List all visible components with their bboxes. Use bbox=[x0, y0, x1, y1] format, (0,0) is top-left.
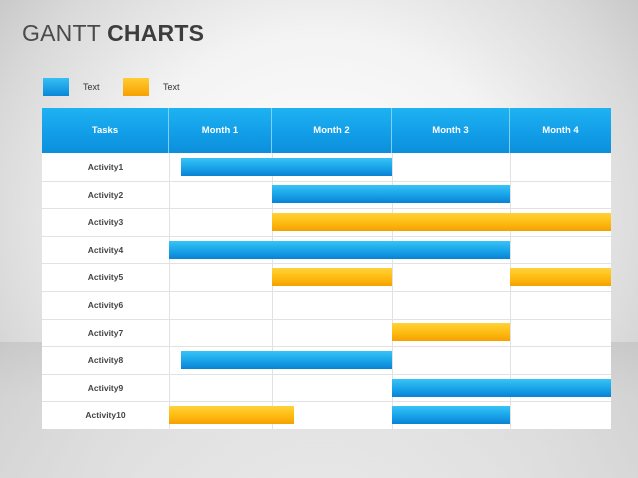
gantt-chart: Tasks Month 1 Month 2 Month 3 Month 4 Ac… bbox=[42, 108, 611, 429]
title-light: GANTT bbox=[22, 20, 101, 46]
header-month-1: Month 1 bbox=[169, 108, 272, 153]
task-label: Activity1 bbox=[87, 162, 124, 172]
grid-hline bbox=[42, 346, 611, 347]
gantt-bar-blue bbox=[181, 351, 392, 369]
legend-label-1: Text bbox=[83, 82, 100, 92]
page-title: GANTT CHARTS bbox=[22, 20, 204, 47]
gantt-bar-blue bbox=[392, 406, 510, 424]
task-label: Activity7 bbox=[87, 328, 124, 338]
gantt-bar-blue bbox=[392, 379, 611, 397]
task-label: Activity2 bbox=[87, 190, 124, 200]
legend-swatch-blue bbox=[43, 78, 69, 96]
grid-hline bbox=[42, 181, 611, 182]
grid-hline bbox=[42, 208, 611, 209]
task-label: Activity3 bbox=[87, 217, 124, 227]
task-label: Activity9 bbox=[87, 383, 124, 393]
header-month-3: Month 3 bbox=[392, 108, 510, 153]
legend-label-2: Text bbox=[163, 82, 180, 92]
legend-swatch-orange bbox=[123, 78, 149, 96]
grid-hline bbox=[42, 236, 611, 237]
title-bold: CHARTS bbox=[107, 20, 205, 46]
header-month-2: Month 2 bbox=[272, 108, 392, 153]
gantt-bar-blue bbox=[181, 158, 392, 176]
grid-hline bbox=[42, 291, 611, 292]
gantt-bar-blue bbox=[169, 241, 510, 259]
task-label: Activity5 bbox=[87, 272, 124, 282]
gantt-bar-orange bbox=[272, 213, 611, 231]
grid-hline bbox=[42, 374, 611, 375]
gantt-bar-blue bbox=[272, 185, 510, 203]
task-label: Activity10 bbox=[85, 410, 126, 420]
header-tasks: Tasks bbox=[42, 108, 169, 153]
header-month-4: Month 4 bbox=[510, 108, 611, 153]
task-label: Activity4 bbox=[87, 245, 124, 255]
gantt-bar-orange bbox=[169, 406, 294, 424]
grid-hline bbox=[42, 263, 611, 264]
grid-hline bbox=[42, 401, 611, 402]
grid-hline bbox=[42, 319, 611, 320]
gantt-bar-orange bbox=[392, 323, 510, 341]
legend-item-1: Text bbox=[43, 78, 100, 96]
task-label: Activity8 bbox=[87, 355, 124, 365]
gantt-bar-orange bbox=[272, 268, 392, 286]
legend-item-2: Text bbox=[123, 78, 180, 96]
task-label: Activity6 bbox=[87, 300, 124, 310]
gantt-bar-orange bbox=[510, 268, 611, 286]
